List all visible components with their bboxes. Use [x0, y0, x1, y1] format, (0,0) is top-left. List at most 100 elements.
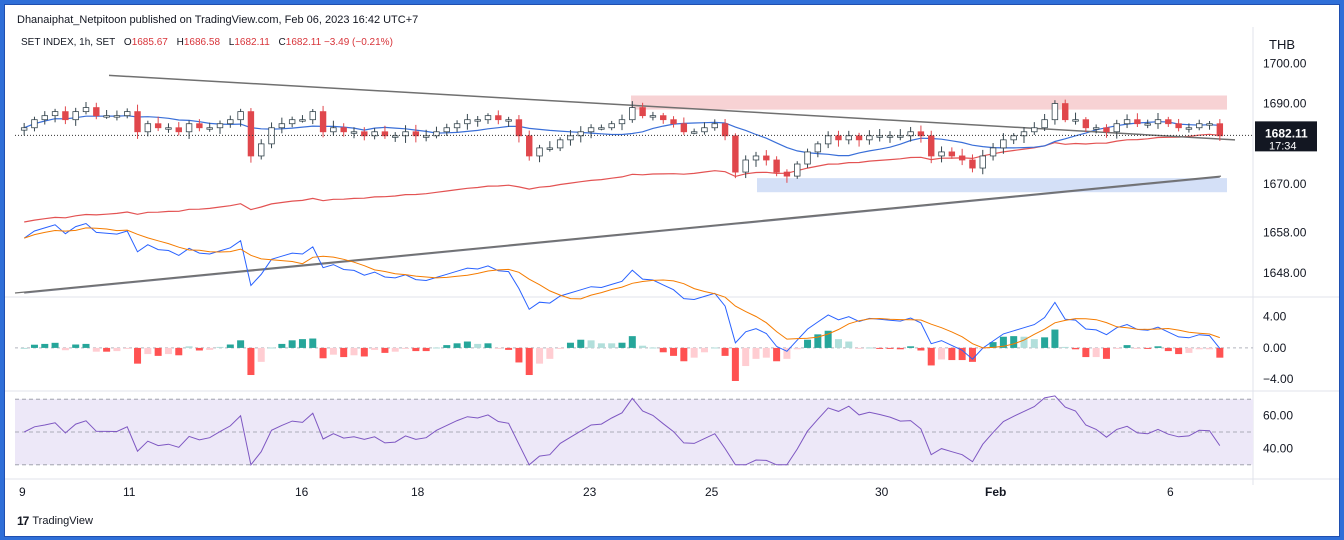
- candle-body: [1000, 139, 1007, 149]
- macd-histogram-bar: [402, 347, 410, 349]
- open-label: O: [123, 37, 132, 48]
- low-value: 1682.11: [234, 37, 270, 48]
- tradingview-wordmark: TradingView: [32, 515, 93, 527]
- macd-histogram-bar: [1061, 346, 1069, 348]
- last-price-badge: [1255, 121, 1317, 152]
- tradingview-footer[interactable]: 17 TradingView: [17, 514, 93, 528]
- macd-histogram-bar: [1144, 347, 1152, 349]
- macd-histogram-bar: [371, 347, 379, 350]
- candle-body: [732, 135, 739, 173]
- macd-histogram-bar: [845, 341, 853, 348]
- candle-body: [278, 123, 286, 129]
- candle-body: [1113, 123, 1120, 133]
- candle-body: [51, 111, 59, 117]
- candle-body: [1185, 127, 1193, 130]
- candle-body: [72, 111, 79, 121]
- macd-histogram-bar: [463, 341, 471, 348]
- chart-canvas[interactable]: 1700.001690.001682.1117:341670.001658.00…: [5, 5, 1339, 536]
- macd-histogram-bar: [51, 342, 59, 348]
- candle-body: [969, 159, 976, 169]
- candle-body: [1154, 119, 1162, 125]
- candle-body: [288, 119, 296, 125]
- macd-histogram-bar: [989, 342, 997, 348]
- candle-body: [618, 119, 626, 125]
- ma-red-line: [24, 133, 1220, 223]
- macd-histogram-bar: [525, 347, 533, 376]
- resistance-zone: [631, 95, 1227, 110]
- macd-histogram-bar: [61, 347, 69, 351]
- macd-histogram-bar: [515, 347, 523, 363]
- candle-body: [845, 135, 852, 141]
- candle-body: [227, 119, 234, 125]
- macd-histogram-bar: [484, 343, 492, 348]
- macd-histogram-bar: [752, 347, 760, 359]
- candle-body: [855, 135, 863, 141]
- macd-histogram-bar: [1123, 345, 1131, 348]
- macd-histogram-bar: [72, 344, 80, 348]
- x-axis-label: Feb: [985, 485, 1006, 499]
- candle-body: [639, 107, 646, 117]
- macd-histogram-bar: [824, 330, 832, 348]
- symbol-name: SET INDEX, 1h, SET: [21, 37, 116, 48]
- candle-body: [453, 123, 461, 129]
- candle-body: [917, 131, 925, 137]
- candle-body: [1072, 119, 1079, 122]
- candle-body: [412, 131, 420, 137]
- macd-histogram-bar: [865, 347, 873, 349]
- candle-body: [1123, 119, 1131, 125]
- candle-body: [814, 143, 822, 153]
- symbol-legend: SET INDEX, 1h, SET O1685.67 H1686.58 L16…: [21, 37, 393, 48]
- macd-histogram-bar: [855, 347, 863, 349]
- signal-line: [24, 227, 1220, 349]
- x-axis-label: 18: [411, 485, 425, 499]
- countdown-label: 17:34: [1269, 140, 1297, 152]
- candle-body: [1051, 103, 1059, 121]
- candle-body: [711, 123, 718, 129]
- macd-histogram-bar: [649, 347, 657, 349]
- macd-histogram-bar: [762, 347, 770, 358]
- macd-histogram-bar: [278, 343, 286, 348]
- candle-body: [1031, 127, 1038, 133]
- high-label: H: [176, 37, 184, 48]
- candle-body: [319, 111, 327, 133]
- price-tick-label: 1670.00: [1263, 177, 1307, 191]
- macd-histogram-bar: [876, 347, 884, 349]
- macd-histogram-bar: [113, 347, 121, 352]
- candle-body: [216, 123, 224, 129]
- macd-histogram-bar: [443, 345, 451, 348]
- candle-body: [546, 147, 554, 150]
- macd-histogram-bar: [1020, 336, 1028, 348]
- price-tick-label: 1700.00: [1263, 56, 1307, 70]
- candle-body: [113, 115, 121, 118]
- macd-histogram-bar: [1175, 347, 1183, 355]
- candle-body: [41, 115, 48, 121]
- macd-histogram-bar: [680, 347, 688, 362]
- macd-histogram-bar: [195, 347, 203, 351]
- candle-body: [350, 131, 358, 134]
- macd-histogram-bar: [474, 343, 482, 348]
- macd-histogram-bar: [556, 347, 564, 349]
- x-axis-label: 11: [123, 485, 136, 499]
- x-axis-label: 6: [1167, 485, 1174, 499]
- macd-histogram-bar: [546, 347, 554, 359]
- ma-blue-line: [23, 115, 1220, 157]
- candle-body: [134, 111, 141, 133]
- macd-histogram-bar: [206, 347, 214, 350]
- macd-histogram-bar: [731, 347, 739, 381]
- candle-body: [794, 163, 801, 177]
- candle-body: [526, 135, 533, 157]
- candle-body: [928, 135, 935, 157]
- macd-histogram-bar: [783, 347, 791, 359]
- candle-body: [660, 115, 667, 121]
- candle-body: [196, 123, 203, 129]
- candle-body: [1134, 119, 1141, 125]
- macd-histogram-bar: [659, 347, 667, 353]
- candle-body: [185, 123, 193, 133]
- candle-body: [907, 131, 914, 137]
- close-label: C: [278, 37, 286, 48]
- macd-histogram-bar: [536, 347, 544, 364]
- candle-body: [835, 135, 842, 141]
- macd-histogram-bar: [309, 338, 317, 348]
- macd-histogram-bar: [896, 347, 904, 350]
- candle-body: [886, 135, 894, 138]
